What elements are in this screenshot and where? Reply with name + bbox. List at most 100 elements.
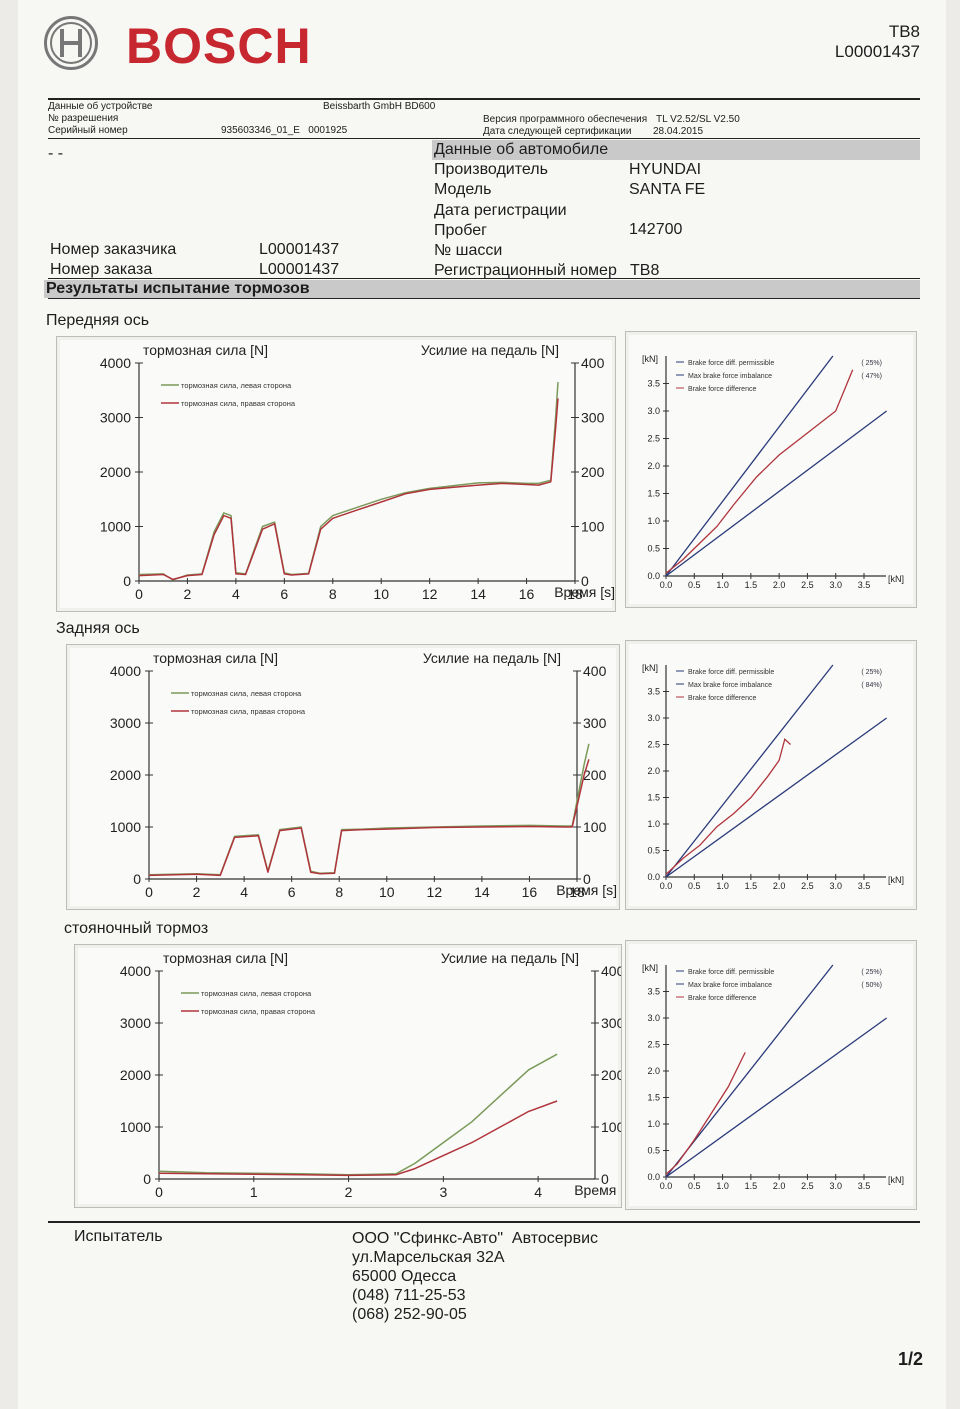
model-value: SANTA FE	[629, 181, 706, 198]
x-tick-label: 1.5	[745, 1181, 758, 1191]
device-label: Данные об устройстве	[48, 101, 153, 112]
x-tick-label: 8	[329, 586, 337, 602]
section-title-rear: Задняя ось	[56, 620, 140, 637]
header-code: TB8	[888, 22, 920, 41]
x-tick-label: 0.5	[688, 1181, 701, 1191]
results-rule-top	[48, 278, 920, 279]
software-label: Версия программного обеспечения	[483, 114, 648, 125]
y-tick-label: 3000	[100, 410, 131, 426]
legend-label: тормозная сила, правая сторона	[181, 399, 296, 408]
series-line-right	[148, 759, 590, 877]
x-tick-label: 3.0	[829, 580, 842, 590]
brake-difference-line	[665, 1052, 746, 1175]
y-tick-label: 1.0	[647, 1119, 660, 1129]
y-tick-label: 1.5	[647, 489, 660, 499]
legend-label: Brake force diff. permissible	[688, 360, 774, 367]
y2-tick-label: 100	[601, 1119, 621, 1135]
x-tick-label: 18	[567, 586, 583, 602]
company-name: ООО "Сфинкс-Авто" Автосервис	[352, 1230, 598, 1247]
y2-tick-label: 100	[581, 519, 605, 535]
chart-panel-front-diff: 0.0 0.5 1.0 1.5 2.0 2.5 3.0 3.5 0.0 0.5 1.0 1.5 2.0 2…	[625, 331, 917, 608]
series-line-left	[138, 382, 559, 581]
legend-label: Max brake force imbalance	[688, 682, 772, 689]
company-city: 65000 Одесса	[352, 1268, 457, 1285]
y-tick-label: 1000	[110, 819, 141, 835]
x-tick-label: 0.0	[660, 1181, 673, 1191]
x-tick-label: 0.0	[660, 580, 673, 590]
x-tick-label: 2.0	[773, 580, 786, 590]
y-tick-label: 2.0	[647, 766, 660, 776]
legend-label: тормозная сила, левая сторона	[181, 381, 292, 390]
y-tick-label: 2000	[120, 1067, 151, 1083]
chart-panel-front-force: 0 1000 2000 3000 4000 0 100 200 300 400 0 2 4 6 8 10 12 1…	[56, 336, 616, 612]
y-axis-label: [kN]	[642, 963, 658, 973]
parking-diff-chart: 0.0 0.5 1.0 1.5 2.0 2.5 3.0 3.5 0.0 0.5 1.0 1.5 2.0 2…	[642, 963, 904, 1191]
y-tick-label: 0.0	[647, 872, 660, 882]
y-tick-label: 0.5	[647, 846, 660, 856]
y-tick-label: 0	[133, 871, 141, 887]
bosch-logo-icon	[44, 16, 98, 70]
chart-panel-rear-diff: 0.0 0.5 1.0 1.5 2.0 2.5 3.0 3.5 0.0 0.5 1.0 1.5 2.0 2…	[625, 640, 917, 910]
x-axis-label: Время [s]	[574, 1182, 621, 1198]
x-tick-label: 2	[193, 884, 201, 900]
chart-panel-parking-force: 0 1000 2000 3000 4000 0 100 200 300 400 0 1 2 3 4 тормо…	[74, 944, 635, 1208]
percent-annotation: ( 50%)	[861, 982, 882, 989]
y-tick-label: 0.5	[647, 1146, 660, 1156]
percent-annotation: ( 25%)	[861, 669, 882, 676]
x-tick-label: 3.5	[858, 881, 871, 891]
y2-axis-label: Усилие на педаль [N]	[421, 342, 559, 358]
serial-value: 935603346_01_E 0001925	[221, 125, 348, 136]
y2-tick-label: 400	[581, 355, 605, 371]
legend-label: Brake force diff. permissible	[688, 969, 774, 976]
y-tick-label: 2000	[110, 767, 141, 783]
company-phone-1: (048) 711-25-53	[352, 1287, 466, 1304]
report-page: BOSCH TB8 L00001437 Данные об устройстве…	[18, 0, 946, 1409]
x-tick-label: 14	[474, 884, 490, 900]
mileage-label: Пробег	[434, 222, 488, 239]
vehicle-title-bar	[432, 140, 920, 160]
y-tick-label: 4000	[100, 355, 131, 371]
x-tick-label: 6	[280, 586, 288, 602]
device-rule	[48, 138, 920, 139]
plate-label: Регистрационный номер	[434, 262, 617, 279]
y-tick-label: 3.0	[647, 713, 660, 723]
device-value: Beissbarth GmbH BD600	[323, 101, 436, 112]
y-tick-label: 2000	[100, 464, 131, 480]
imbalance-limit-line	[665, 410, 888, 577]
x-tick-label: 1.0	[716, 580, 729, 590]
x-axis-label: Время [s]	[554, 584, 615, 600]
x-axis-label: Время [s]	[556, 882, 617, 898]
y2-tick-label: 300	[581, 410, 605, 426]
x-tick-label: 2	[184, 586, 192, 602]
x-tick-label: 2.0	[773, 1181, 786, 1191]
x-axis-label: [kN]	[888, 875, 904, 885]
x-tick-label: 12	[422, 586, 438, 602]
y2-tick-label: 300	[583, 715, 607, 731]
x-tick-label: 8	[335, 884, 343, 900]
y-tick-label: 0.5	[647, 544, 660, 554]
rear-diff-chart: 0.0 0.5 1.0 1.5 2.0 2.5 3.0 3.5 0.0 0.5 1.0 1.5 2.0 2…	[642, 663, 904, 891]
y-tick-label: 2.5	[647, 434, 660, 444]
y-tick-label: 2.0	[647, 1066, 660, 1076]
page-number: 1/2	[898, 1349, 924, 1369]
order-value: L00001437	[259, 261, 340, 278]
chart-panel-rear-force: 0 1000 2000 3000 4000 0 100 200 300 400 0 2 4 6 8 10 12 1…	[66, 644, 620, 910]
x-tick-label: 1	[250, 1184, 258, 1200]
series-line-right	[138, 398, 559, 581]
y-tick-label: 4000	[120, 963, 151, 979]
x-tick-label: 0	[135, 586, 143, 602]
legend-label: тормозная сила, правая сторона	[191, 707, 306, 716]
y-tick-label: 3.5	[647, 987, 660, 997]
x-tick-label: 0.0	[660, 881, 673, 891]
x-tick-label: 3.5	[858, 580, 871, 590]
order-label: Номер заказа	[50, 261, 153, 278]
percent-annotation: ( 25%)	[861, 360, 882, 367]
y2-axis-label: Усилие на педаль [N]	[441, 950, 579, 966]
plate-value: TB8	[630, 262, 660, 279]
y2-tick-label: 0	[601, 1171, 609, 1187]
chart-title: тормозная сила [N]	[153, 650, 278, 666]
results-title: Результаты испытание тормозов	[46, 280, 310, 297]
